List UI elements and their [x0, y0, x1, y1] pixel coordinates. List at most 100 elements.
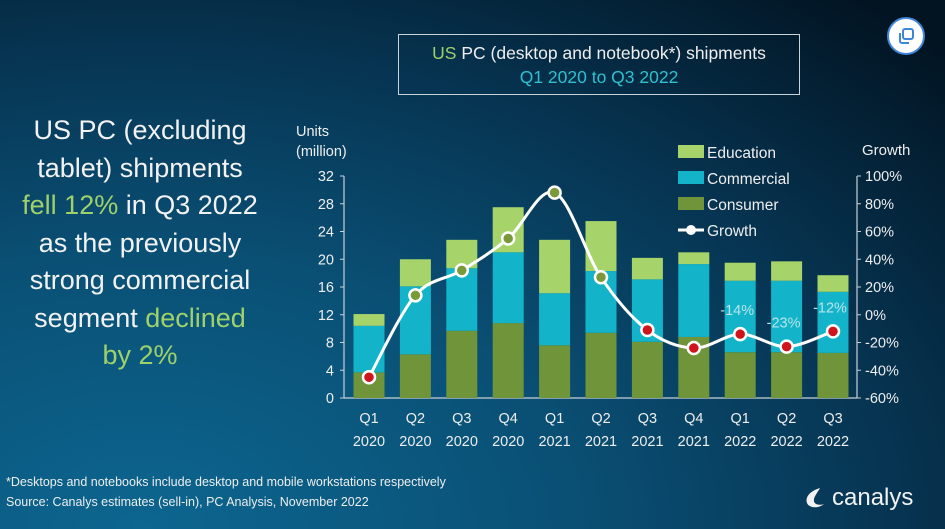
x-tick-label: Q3 [452, 411, 471, 427]
title-us: US [432, 43, 457, 63]
y2-axis-label: Growth [862, 142, 911, 159]
headline-line: by 2% [102, 340, 178, 370]
bar-education [399, 259, 431, 287]
headline-highlight: fell 12% [22, 190, 119, 220]
y2-tick-label: 0% [865, 308, 886, 324]
y2-tick-label: 60% [865, 225, 894, 241]
x-tick-label: 2022 [770, 434, 802, 450]
x-tick-label: Q1 [731, 411, 750, 427]
x-tick-label: Q3 [638, 411, 657, 427]
bar-consumer [446, 330, 478, 398]
logo-text: canalys [832, 484, 914, 511]
x-tick-label: 2022 [724, 434, 756, 450]
x-tick-label: 2021 [631, 434, 663, 450]
x-tick-label: 2021 [538, 434, 570, 450]
x-tick-label: Q4 [684, 411, 703, 427]
growth-point [825, 324, 841, 339]
bar-education [539, 239, 571, 294]
bar-consumer [631, 341, 663, 398]
y-tick-label: 0 [326, 391, 334, 407]
footnote: *Desktops and notebooks include desktop … [6, 472, 446, 512]
y2-tick-label: 20% [865, 280, 894, 296]
y2-tick-label: -40% [865, 363, 899, 379]
y2-tick-label: 80% [865, 197, 894, 213]
bar-consumer [539, 345, 571, 398]
bar-education [631, 257, 663, 280]
growth-data-label: -12% [813, 300, 847, 316]
headline-line: segment declined [0, 300, 280, 338]
y-axis-label-line: Units [296, 124, 330, 140]
canalys-logo: canalys [804, 484, 913, 512]
y-tick-label: 24 [318, 225, 334, 241]
x-tick-label: 2020 [446, 434, 478, 450]
bar-consumer [585, 332, 617, 398]
growth-data-label: -23% [767, 316, 801, 332]
y-tick-label: 20 [318, 252, 334, 268]
bar-consumer [399, 354, 431, 398]
y-axis-label-line: (million) [296, 144, 347, 160]
chart-title-box: US PC (desktop and notebook*) shipments … [398, 34, 800, 95]
legend-swatch-growth-dot [686, 225, 696, 235]
headline-text: segment [34, 302, 146, 333]
x-tick-label: 2021 [585, 434, 617, 450]
legend-swatch-education [678, 145, 704, 158]
legend-label: Commercial [707, 171, 790, 188]
chart-title: US PC (desktop and notebook*) shipments [399, 41, 799, 65]
y-axis-label: Units (million) [296, 122, 347, 162]
bar-commercial [678, 264, 710, 337]
growth-point [732, 326, 748, 342]
x-tick-label: Q3 [823, 411, 842, 427]
headline: US PC (excluding tablet) shipments fell … [0, 112, 280, 375]
bar-commercial [446, 268, 478, 331]
y-tick-label: 8 [326, 336, 334, 352]
x-tick-label: Q2 [591, 411, 610, 427]
x-tick-label: 2020 [399, 434, 431, 450]
headline-line: strong commercial [29, 265, 251, 295]
title-main: PC (desktop and notebook*) shipments [456, 43, 766, 63]
growth-point [779, 339, 794, 354]
x-tick-label: 2020 [492, 434, 524, 450]
x-tick-label: Q1 [359, 411, 378, 427]
y-tick-label: 32 [318, 169, 334, 185]
headline-text: in Q3 2022 [118, 190, 258, 220]
y-tick-label: 28 [318, 197, 334, 213]
headline-highlight: declined [145, 302, 246, 333]
bar-consumer [724, 352, 756, 398]
x-tick-label: Q4 [499, 411, 518, 427]
bar-commercial [353, 325, 385, 373]
bar-education [817, 275, 849, 292]
y2-tick-label: 40% [865, 252, 894, 268]
footnote-source: Source: Canalys estimates (sell-in), PC … [6, 495, 369, 509]
headline-line: fell 12% in Q3 2022 [0, 187, 280, 225]
bar-commercial [539, 293, 571, 346]
legend-label: Growth [707, 223, 757, 240]
y2-tick-label: -20% [865, 336, 899, 352]
x-tick-label: Q1 [545, 411, 564, 427]
y2-tick-label: -60% [865, 391, 899, 407]
growth-point [500, 231, 516, 246]
bar-education [678, 252, 710, 265]
bar-consumer [817, 352, 849, 398]
copy-icon [899, 28, 914, 44]
growth-point [408, 288, 423, 303]
growth-point [593, 270, 609, 285]
headline-line: US PC (excluding [33, 115, 247, 145]
growth-point [361, 369, 377, 385]
copy-button[interactable] [887, 17, 925, 55]
growth-point [547, 185, 562, 200]
bar-education [353, 314, 385, 326]
x-tick-label: Q2 [777, 411, 796, 427]
y-tick-label: 12 [318, 308, 334, 324]
y-tick-label: 4 [326, 363, 334, 379]
headline-line: tablet) shipments [37, 152, 243, 183]
growth-data-label: -14% [720, 303, 754, 319]
legend-label: Education [707, 145, 776, 162]
y2-tick-label: 100% [865, 169, 902, 185]
chart-subtitle: Q1 2020 to Q3 2022 [519, 67, 679, 87]
bar-consumer [492, 323, 524, 398]
x-tick-label: Q2 [406, 411, 425, 427]
bar-commercial [817, 291, 849, 353]
headline-line: as the previously [38, 227, 242, 258]
legend-label: Consumer [707, 197, 779, 214]
